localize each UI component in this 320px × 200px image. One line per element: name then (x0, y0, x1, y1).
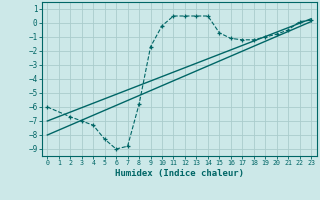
X-axis label: Humidex (Indice chaleur): Humidex (Indice chaleur) (115, 169, 244, 178)
